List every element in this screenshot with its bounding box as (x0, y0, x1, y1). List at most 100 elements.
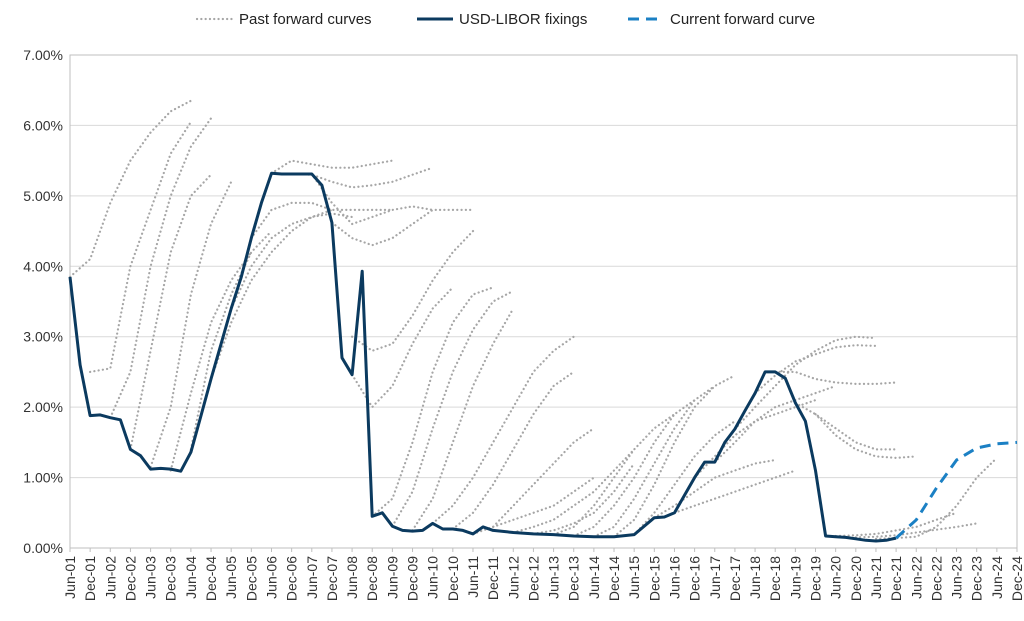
past-forward-curve-line (88, 120, 192, 373)
past-forward-curve-line (230, 212, 354, 310)
main-series (68, 171, 1018, 543)
usd-libor-fixings-line (68, 171, 897, 543)
x-tick-label: Jun-24 (989, 556, 1005, 599)
x-tick-label: Dec-10 (445, 556, 461, 601)
past-forward-curve-line (572, 399, 696, 538)
past-forward-curve-line (411, 307, 515, 532)
past-forward-curve-line (794, 401, 898, 451)
x-tick-label: Jun-01 (62, 556, 78, 599)
y-tick-label: 1.00% (23, 470, 63, 486)
y-tick-label: 2.00% (23, 399, 63, 415)
past-forward-curve-line (653, 458, 777, 519)
x-tick-label: Jun-21 (868, 556, 884, 599)
past-forward-curve-line (492, 476, 596, 529)
x-tick-label: Dec-24 (1009, 556, 1024, 601)
past-forward-curve-line (270, 159, 394, 175)
x-tick-label: Dec-19 (808, 556, 824, 601)
plot-area (69, 54, 1018, 549)
legend-label: Past forward curves (239, 11, 372, 28)
x-tick-label: Jun-11 (465, 556, 481, 598)
past-forward-curve-line (250, 201, 394, 240)
x-tick-label: Dec-09 (405, 556, 421, 601)
past-forward-curve-line (814, 413, 918, 460)
x-tick-label: Jun-18 (747, 556, 763, 599)
y-tick-label: 0.00% (23, 540, 63, 556)
past-forward-curve-line (612, 374, 737, 538)
legend-label: USD-LIBOR fixings (459, 11, 587, 28)
x-tick-label: Dec-04 (203, 556, 219, 601)
past-forward-curve-line (854, 522, 978, 539)
past-forward-curve-line (512, 448, 636, 534)
x-tick-label: Jun-05 (223, 556, 239, 599)
x-tick-label: Dec-23 (969, 556, 985, 601)
past-forward-curve-line (149, 180, 233, 469)
past-forward-curve-line (774, 370, 898, 385)
x-axis: Jun-01 Dec-01 Jun-02 Dec-02 Jun-03 Dec-03 Jun-… (62, 548, 1024, 601)
past-forward-curve-line (209, 208, 333, 381)
x-tick-label: Jun-16 (666, 556, 682, 599)
past-forward-curve-line (592, 384, 716, 538)
x-tick-label: Jun-23 (949, 556, 965, 599)
past-forward-curve-line (431, 335, 575, 525)
past-forward-curve-line (693, 399, 817, 479)
x-tick-label: Jun-22 (908, 556, 924, 599)
past-forward-curve-line (834, 511, 958, 538)
x-tick-label: Dec-03 (163, 556, 179, 601)
x-tick-label: Jun-20 (828, 556, 844, 599)
x-tick-label: Dec-13 (566, 556, 582, 601)
past-forward-curve-line (68, 99, 192, 278)
x-tick-label: Jun-17 (707, 556, 723, 599)
x-tick-label: Dec-20 (848, 556, 864, 601)
x-tick-label: Dec-01 (82, 556, 98, 601)
past-forward-curve-line (451, 370, 575, 531)
y-tick-label: 4.00% (23, 258, 63, 274)
x-tick-label: Dec-18 (767, 556, 783, 601)
legend-label: Current forward curve (670, 11, 815, 28)
x-tick-label: Jun-19 (787, 556, 803, 599)
past-forward-curve-line (310, 172, 434, 226)
past-forward-curve-line (753, 344, 878, 395)
y-tick-label: 5.00% (23, 188, 63, 204)
past-forward-curve-line (371, 286, 495, 518)
past-forward-curve-line (330, 208, 475, 247)
past-forward-curve-line (391, 289, 515, 528)
x-tick-label: Jun-10 (425, 556, 441, 599)
x-tick-label: Jun-14 (586, 556, 602, 599)
x-tick-label: Dec-15 (646, 556, 662, 601)
x-tick-label: Dec-05 (243, 556, 259, 601)
y-axis: 0.00% 1.00% 2.00% 3.00% 4.00% 5.00% 6.00% 7.00% (23, 47, 63, 556)
x-tick-label: Dec-21 (888, 556, 904, 601)
y-tick-label: 6.00% (23, 117, 63, 133)
past-forward-curve-line (129, 173, 213, 451)
past-forward-curve-line (351, 230, 475, 353)
x-tick-label: Jun-13 (546, 556, 562, 599)
x-tick-label: Dec-12 (525, 556, 541, 601)
x-tick-label: Jun-15 (626, 556, 642, 599)
plot-border (69, 54, 1018, 549)
x-tick-label: Dec-06 (284, 556, 300, 601)
x-tick-label: Jun-06 (263, 556, 279, 599)
y-tick-label: 3.00% (23, 329, 63, 345)
x-tick-label: Jun-02 (102, 556, 118, 599)
past-forward-curve-line (169, 251, 253, 472)
past-forward-curve-line (532, 462, 636, 536)
x-tick-label: Jun-03 (143, 556, 159, 599)
past-forward-curve-line (733, 335, 878, 431)
legend: Past forward curves USD-LIBOR fixings Curr… (195, 11, 815, 28)
x-tick-label: Dec-08 (364, 556, 380, 601)
x-tick-label: Jun-12 (505, 556, 521, 599)
past-forward-curves (68, 99, 999, 540)
past-forward-curve-line (874, 456, 999, 540)
grid (70, 54, 1017, 479)
x-tick-label: Dec-02 (122, 556, 138, 601)
x-tick-label: Dec-07 (324, 556, 340, 601)
current-forward-curve-line (895, 440, 1018, 540)
x-tick-label: Dec-17 (727, 556, 743, 601)
x-tick-label: Dec-14 (606, 556, 622, 601)
y-tick-label: 7.00% (23, 47, 63, 63)
x-tick-label: Dec-16 (687, 556, 703, 601)
past-forward-curve-line (351, 286, 454, 409)
past-forward-curve-line (189, 230, 273, 451)
